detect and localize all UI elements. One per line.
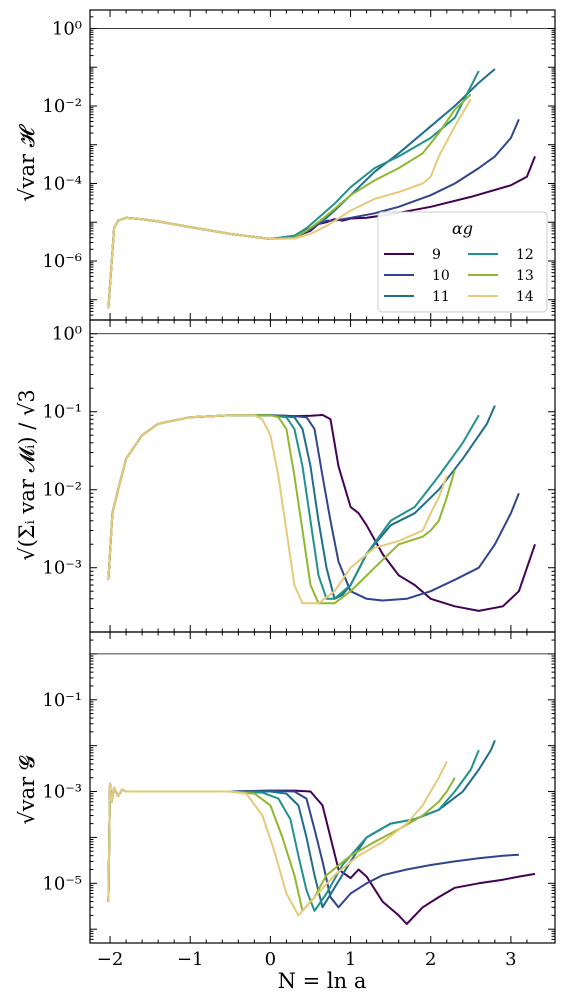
x-tick-label: 0	[265, 949, 276, 970]
y-tick-label: 10⁻²	[42, 96, 82, 117]
series-line-13	[107, 777, 456, 912]
legend-label-9: 9	[432, 247, 441, 263]
series-line-13	[107, 414, 456, 605]
legend-label-12: 12	[516, 247, 534, 263]
y-tick-label: 10⁰	[52, 18, 82, 39]
panel-middle: 10⁰ 10⁻¹ 10⁻² 10⁻³	[42, 319, 556, 633]
ylabel-middle: √(Σᵢ var 𝓜ᵢ) / √3	[15, 389, 39, 561]
series-line-14	[107, 761, 448, 917]
y-tick-label: 10⁻¹	[42, 690, 82, 711]
y-tick-label: 10⁻⁶	[42, 251, 82, 272]
series-line-10	[107, 414, 520, 602]
y-tick-label: 10⁰	[52, 324, 82, 345]
x-tick-label: −1	[177, 949, 204, 970]
y-tick-label: 10⁻¹	[42, 402, 82, 423]
legend-label-14: 14	[516, 289, 534, 305]
legend-title: αg	[452, 219, 473, 238]
series-line-14	[107, 98, 472, 309]
series-line-14	[107, 414, 448, 605]
ylabel-bottom: √var 𝓖	[15, 755, 39, 824]
x-tick-label: 2	[425, 949, 436, 970]
x-tick-label: 1	[345, 949, 356, 970]
series-line-9	[107, 413, 536, 612]
y-tick-label: 10⁻³	[42, 782, 82, 803]
series-line-12	[107, 414, 480, 600]
panel-top: 10⁰ 10⁻² 10⁻⁴ 10⁻⁶	[42, 9, 556, 321]
series-line-11	[107, 740, 496, 909]
x-tick-label: 3	[505, 949, 516, 970]
legend-label-11: 11	[432, 289, 450, 305]
y-tick-label: 10⁻⁴	[42, 173, 82, 194]
series-line-12	[107, 749, 480, 912]
y-tick-label: 10⁻²	[42, 480, 82, 501]
y-tick-label: 10⁻³	[42, 558, 82, 579]
series-line-10	[107, 782, 519, 909]
legend-label-10: 10	[432, 268, 450, 284]
legend-label-13: 13	[516, 268, 534, 284]
y-tick-label: 10⁻⁵	[42, 873, 82, 894]
xlabel-bottom: N = ln a	[278, 969, 367, 993]
x-tick-label: −2	[97, 949, 124, 970]
ylabel-top: √var 𝓗	[15, 123, 39, 201]
legend-box	[377, 211, 548, 313]
panel-bottom: −2 −1 0 1 2 3 10⁻¹ 10⁻³ 10⁻⁵	[42, 631, 556, 970]
plot-frame-bottom	[89, 631, 556, 944]
legend: αg 9 10 11 12 13 14	[377, 211, 548, 313]
